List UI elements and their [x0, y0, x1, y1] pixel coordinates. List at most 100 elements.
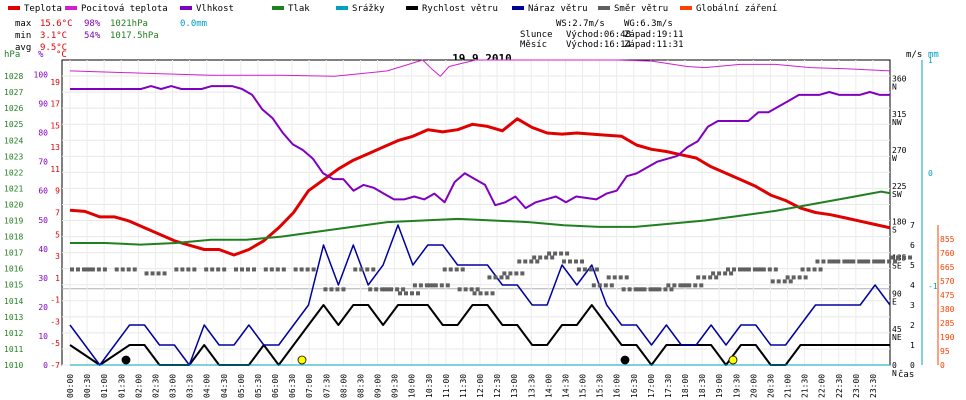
- wind-dir-dot: [574, 259, 578, 264]
- wind-dir-dot: [424, 283, 429, 288]
- wind-dir-dot: [663, 287, 668, 292]
- wind-dir-dot: [529, 259, 534, 264]
- wind-dir-dot: [222, 267, 227, 272]
- wind-dir-dot: [568, 259, 572, 264]
- tick-label-degc: 17: [50, 100, 60, 109]
- moon-marker: [620, 355, 630, 365]
- tick-label-ms: 1: [910, 341, 915, 350]
- x-tick-label: 07:30: [322, 374, 331, 398]
- tick-label-hpa: 1016: [4, 265, 23, 274]
- wind-dir-dot: [389, 287, 394, 292]
- wind-dir-dot: [887, 259, 892, 264]
- series-line-pocitov-teplota: [69, 59, 891, 77]
- right-axes: 0N45NE90E135SE180S225SW270W315NW360N0123…: [892, 56, 955, 378]
- series-layer: [69, 59, 912, 366]
- legend-label: Směr větru: [614, 4, 668, 14]
- wind-dir-dot: [144, 271, 149, 276]
- x-tick-label: 14:30: [561, 374, 570, 398]
- tick-label-pct: 90: [38, 100, 48, 109]
- wind-dir-dot: [687, 283, 692, 288]
- tick-label-hpa: 1026: [4, 104, 23, 113]
- x-tick-label: 23:00: [852, 374, 861, 398]
- x-tick-label: 19:00: [715, 374, 724, 398]
- tick-label-pct: 0: [43, 361, 48, 370]
- wind-dir-dot: [84, 267, 89, 272]
- tick-label-hpa: 1027: [4, 88, 23, 97]
- wind-dir-dot: [269, 267, 274, 272]
- wind-dir-dot: [908, 255, 912, 260]
- tick-label-pct: 80: [38, 129, 48, 138]
- legend-swatch: [598, 6, 610, 10]
- wind-dir-dot: [499, 275, 504, 280]
- wind-dir-dot: [401, 287, 406, 292]
- tick-label-dir: E: [892, 297, 897, 306]
- tick-label-degc: 15: [50, 121, 60, 130]
- wind-dir-dot: [642, 287, 647, 292]
- wind-dir-dot: [785, 275, 790, 280]
- wind-dir-dot: [803, 275, 808, 280]
- wind-dir-dot: [180, 267, 185, 272]
- x-tick-label: 18:00: [681, 374, 690, 398]
- x-tick-label: 09:00: [374, 374, 383, 398]
- tick-label-dir-deg: 0: [892, 361, 897, 370]
- wind-dir-dot: [430, 283, 435, 288]
- x-tick-label: 10:00: [408, 374, 417, 398]
- legend-label: Srážky: [352, 4, 385, 14]
- wind-dir-dot: [773, 267, 778, 272]
- series-line-vlhkost: [70, 85, 890, 210]
- legend-label: Globální záření: [696, 4, 777, 14]
- wind-dir-dot: [580, 259, 584, 264]
- tick-label-pct: 100: [34, 71, 49, 80]
- tick-label-dir: N: [892, 369, 897, 378]
- tick-label-radiation: 570: [940, 277, 955, 286]
- legend-swatch: [272, 6, 284, 10]
- x-axis: 00:00 00:30 01:00 01:30 02:00 02:30 03:00 03:30…: [66, 374, 878, 398]
- wind-dir-dot: [636, 287, 641, 292]
- sun-marker: [297, 355, 307, 365]
- tick-label-hpa: 1019: [4, 217, 23, 226]
- tick-label-dir: NW: [892, 118, 902, 127]
- x-tick-label: 22:00: [818, 374, 827, 398]
- wind-dir-dot: [755, 267, 760, 272]
- wind-dir-dot: [603, 283, 608, 288]
- series-line-teplota: [69, 117, 891, 257]
- moon-label: Měsíc: [520, 40, 547, 50]
- stats-max-press: 1021hPa: [110, 19, 148, 29]
- x-tick-label: 01:30: [117, 374, 126, 398]
- wind-dir-dot: [410, 291, 414, 296]
- wind-dir-dot: [281, 267, 286, 272]
- astro-block: WS:2.7m/s WG:6.3m/s Slunce Východ:06:48 …: [520, 19, 684, 50]
- wind-dir-dot: [96, 267, 101, 272]
- wind-dir-dot: [174, 267, 179, 272]
- legend-label: Tlak: [288, 4, 310, 14]
- tick-label-dir-deg: 180: [892, 218, 907, 227]
- tick-label-hpa: 1014: [4, 297, 23, 306]
- wind-dir-dot: [514, 271, 519, 276]
- wind-dir-dot: [782, 279, 787, 284]
- wind-dir-dot: [478, 291, 483, 296]
- tick-label-radiation: 855: [940, 235, 955, 244]
- wind-dir-dot: [708, 275, 713, 280]
- wind-dir-dot: [699, 283, 704, 288]
- stats-min-temp: 3.1°C: [40, 31, 67, 41]
- moon-marker: [121, 355, 131, 365]
- wind-dir-dot: [863, 259, 868, 264]
- wind-dir-dot: [162, 271, 167, 276]
- tick-label-dir: NE: [892, 333, 902, 342]
- wind-dir-dot: [746, 267, 751, 272]
- wind-dir-dot: [878, 259, 883, 264]
- x-tick-label: 13:00: [510, 374, 519, 398]
- tick-label-hpa: 1018: [4, 233, 23, 242]
- x-tick-label: 00:00: [66, 374, 75, 398]
- legend-swatch: [680, 6, 692, 10]
- wind-dir-dot: [902, 255, 906, 260]
- wind-dir-dot: [851, 259, 856, 264]
- wind-dir-dot: [726, 267, 730, 272]
- wind-dir-dot: [335, 287, 340, 292]
- wind-dir-dot: [669, 287, 674, 292]
- left-axes: 1010101110121013101410151016101710181019…: [4, 71, 60, 370]
- tick-label-dir: SE: [892, 261, 902, 270]
- wind-dir-dot: [532, 255, 537, 260]
- wind-dir-dot: [416, 291, 420, 296]
